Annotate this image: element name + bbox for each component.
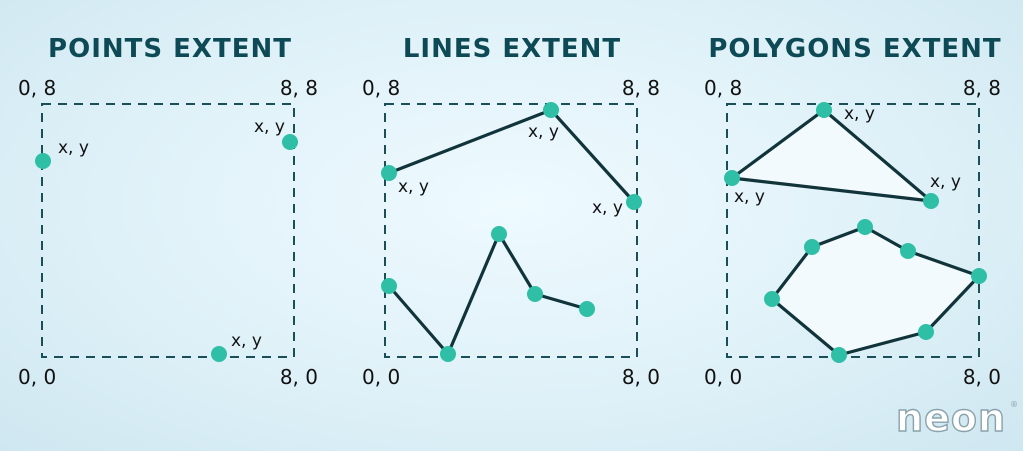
polygon-vertex	[764, 291, 780, 307]
lines-panel: LINES EXTENT 0, 8 8, 8 0, 0 8, 0 x, y x,…	[362, 34, 660, 389]
lower-line	[387, 232, 588, 356]
polygon-vertex	[804, 239, 820, 255]
line-vertex-label: x, y	[528, 122, 559, 142]
point-label: x, y	[58, 138, 89, 158]
polygons-corner-bottom-right: 8, 0	[963, 365, 1001, 389]
polygon-vertex	[816, 102, 832, 118]
line-vertex	[543, 102, 559, 118]
polygons-panel: POLYGONS EXTENT 0, 8 8, 8 0, 0 8, 0 x, y…	[704, 34, 1001, 389]
line-vertex	[527, 286, 543, 302]
point-label: x, y	[254, 117, 285, 137]
lines-corner-bottom-right: 8, 0	[622, 365, 660, 389]
neon-logo-text: neon	[896, 396, 1006, 440]
point-label: x, y	[231, 331, 262, 351]
registered-mark: ®	[1010, 400, 1018, 409]
polygons-panel-title: POLYGONS EXTENT	[708, 34, 1001, 64]
lines-corner-top-right: 8, 8	[622, 76, 660, 100]
line-vertex-label: x, y	[592, 198, 623, 218]
polygon-vertex	[857, 219, 873, 235]
points-corner-top-left: 0, 8	[18, 76, 56, 100]
line-vertex	[381, 165, 397, 181]
polygon-vertex	[831, 347, 847, 363]
line-vertex	[579, 301, 595, 317]
polygon-vertex	[724, 170, 740, 186]
line-vertex	[440, 346, 456, 362]
points-corner-bottom-left: 0, 0	[18, 365, 56, 389]
polygon-vertex-label: x, y	[734, 187, 765, 207]
point-marker	[211, 346, 227, 362]
points-panel: POINTS EXTENT 0, 8 8, 8 0, 0 8, 0 x, y x…	[18, 34, 318, 389]
points-corner-bottom-right: 8, 0	[280, 365, 318, 389]
polygon-vertex-label: x, y	[930, 172, 961, 192]
polygons-corner-top-right: 8, 8	[963, 76, 1001, 100]
line-vertex-label: x, y	[398, 177, 429, 197]
polygons-corner-bottom-left: 0, 0	[704, 365, 742, 389]
triangle-polygon	[730, 108, 933, 203]
lines-corner-bottom-left: 0, 0	[362, 365, 400, 389]
line-vertex	[626, 194, 642, 210]
points-panel-title: POINTS EXTENT	[48, 34, 292, 64]
point-marker	[282, 134, 298, 150]
polygon-vertex	[918, 324, 934, 340]
polygon-vertex	[971, 268, 987, 284]
lines-corner-top-left: 0, 8	[362, 76, 400, 100]
polygon-vertex	[900, 243, 916, 259]
polygon-vertex	[923, 193, 939, 209]
polygon-vertex-label: x, y	[844, 104, 875, 124]
polygons-corner-top-left: 0, 8	[704, 76, 742, 100]
point-marker	[35, 153, 51, 169]
line-vertex	[491, 226, 507, 242]
neon-logo: neon ®	[895, 395, 1018, 440]
heptagon-polygon	[770, 225, 981, 357]
points-extent-box	[41, 103, 295, 358]
lines-extent-box	[384, 103, 638, 358]
lines-panel-title: LINES EXTENT	[403, 34, 621, 64]
polygons-extent-box	[726, 103, 980, 358]
points-corner-top-right: 8, 8	[280, 76, 318, 100]
line-vertex	[381, 278, 397, 294]
